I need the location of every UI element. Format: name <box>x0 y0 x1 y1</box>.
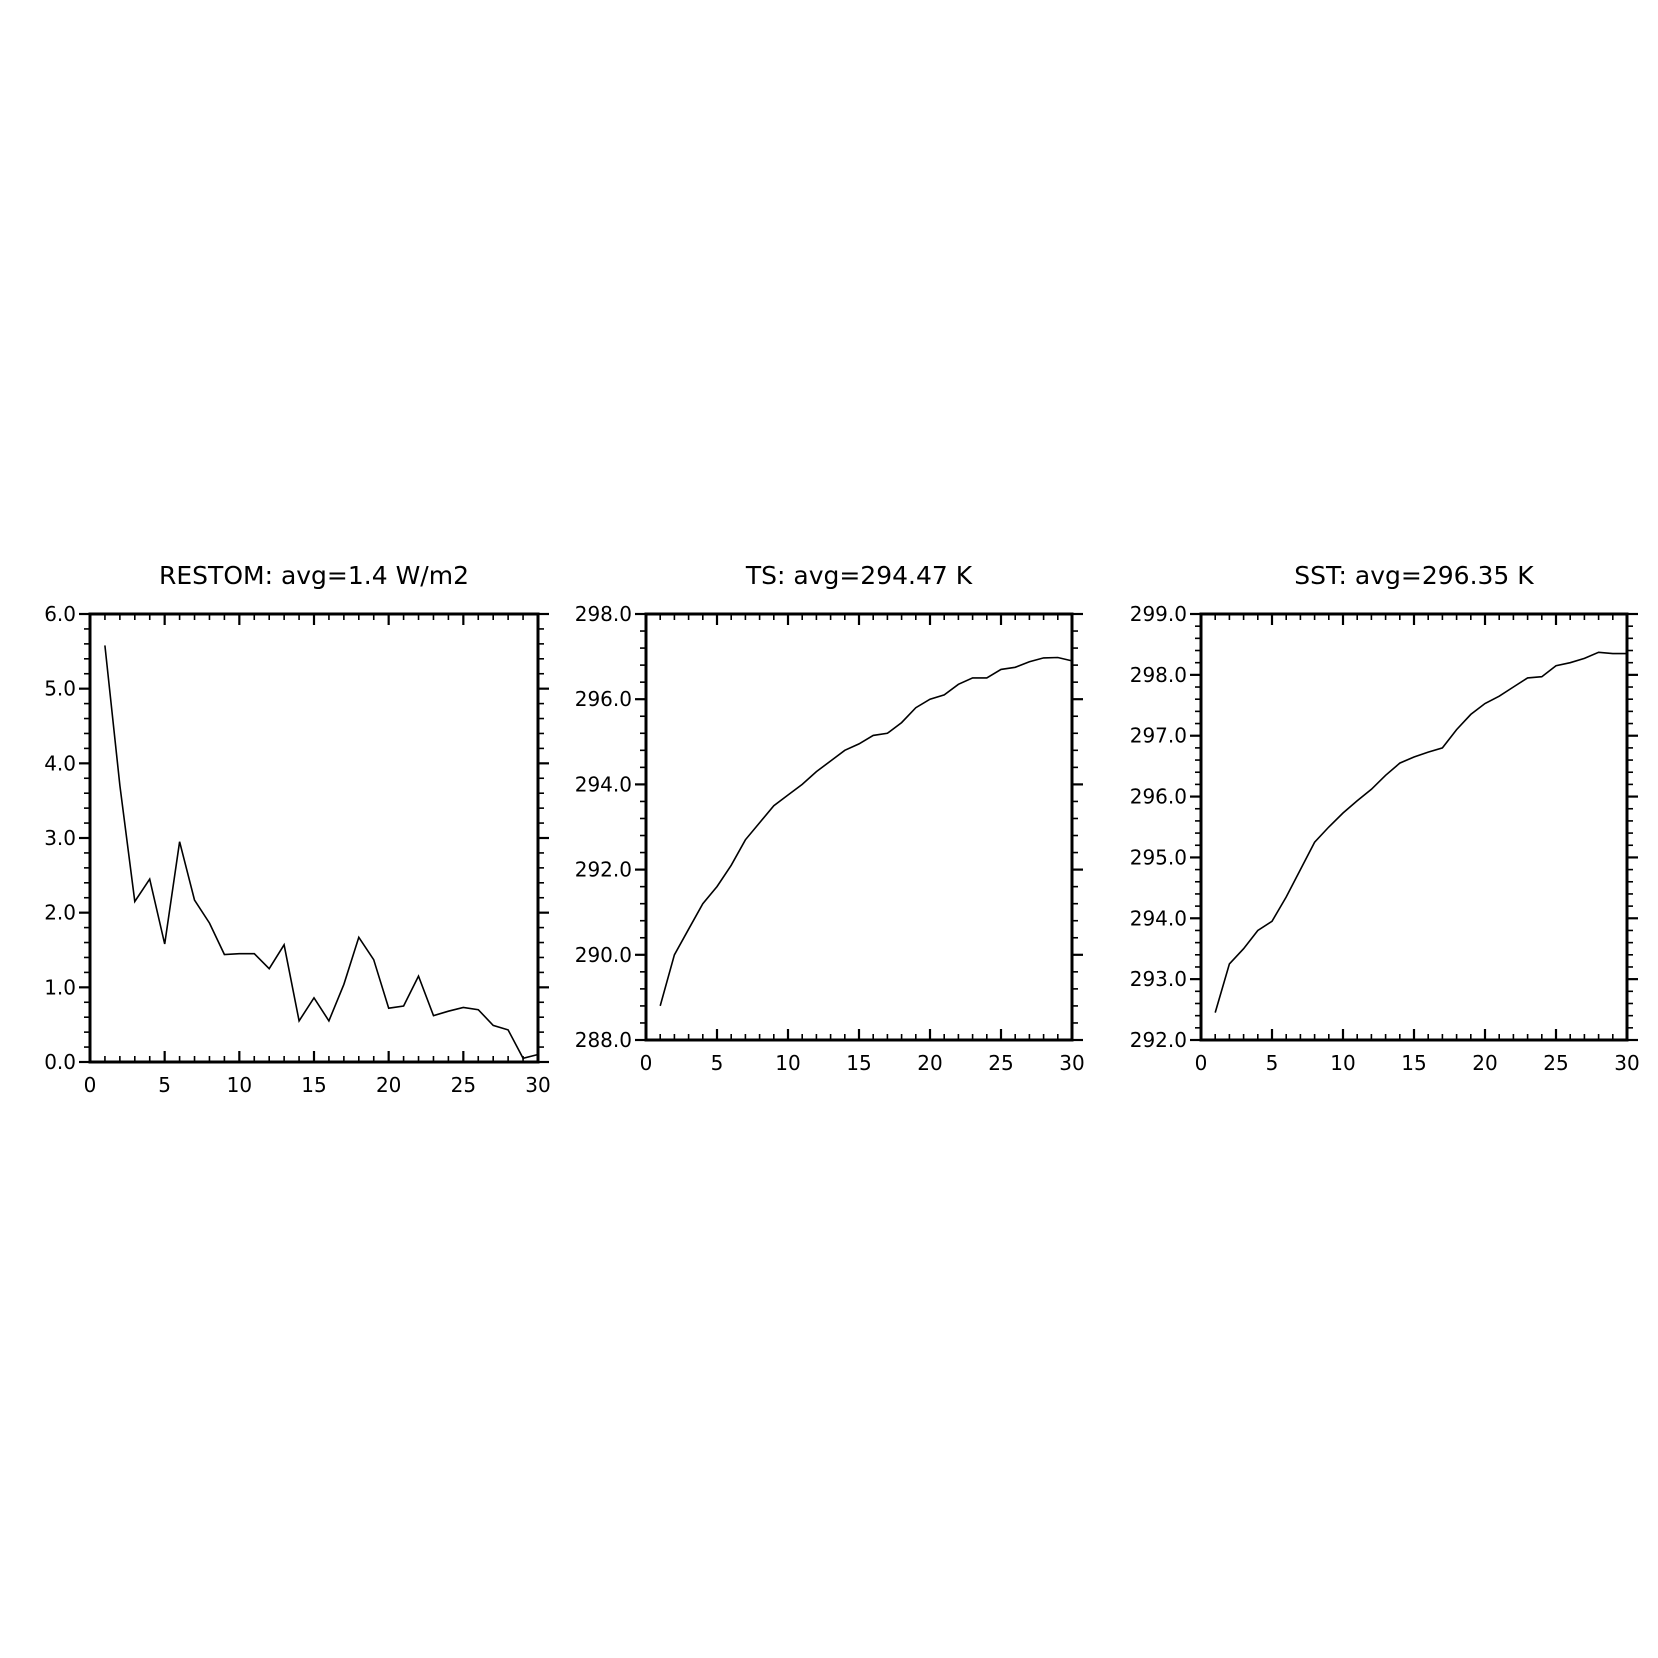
series-line <box>1214 651 1627 1013</box>
chart-title: RESTOM: avg=1.4 W/m2 <box>159 561 469 590</box>
plot-frame <box>644 612 1074 1042</box>
y-tick-label: 296.0 <box>1130 785 1187 809</box>
series-line <box>659 656 1073 1007</box>
x-tick-label: 0 <box>1195 1051 1208 1075</box>
chart-panel-1: RESTOM: avg=1.4 W/m2 0 5 10 15 20 25 30 0.0 1.0 2.… <box>44 561 551 1097</box>
y-tick-label: 299.0 <box>1130 602 1187 626</box>
x-tick-label: 10 <box>1330 1051 1355 1075</box>
y-tick-label: 295.0 <box>1130 845 1187 869</box>
x-tick-label: 15 <box>301 1073 326 1097</box>
y-tick-label: 294.0 <box>1130 906 1187 930</box>
x-tick-label: 5 <box>711 1051 724 1075</box>
y-tick-label: 3.0 <box>44 826 76 850</box>
plot-frame <box>1199 612 1629 1042</box>
chart-panel-2: TS: avg=294.47 K 0 5 10 15 20 25 30 288.0 290.0 29… <box>575 561 1085 1075</box>
y-tick-label: 288.0 <box>575 1028 632 1052</box>
y-tick-label: 292.0 <box>1130 1028 1187 1052</box>
y-tick-label: 297.0 <box>1130 724 1187 748</box>
y-tick-label: 4.0 <box>44 751 76 775</box>
series-line <box>104 645 539 1060</box>
y-tick-label: 1.0 <box>44 975 76 999</box>
x-tick-label: 10 <box>775 1051 800 1075</box>
x-tick-label: 15 <box>1401 1051 1426 1075</box>
y-tick-label: 2.0 <box>44 901 76 925</box>
x-tick-label: 15 <box>846 1051 871 1075</box>
plot-frame <box>88 612 540 1064</box>
x-tick-label: 5 <box>158 1073 171 1097</box>
x-tick-label: 30 <box>1614 1051 1639 1075</box>
x-tick-label: 30 <box>525 1073 550 1097</box>
chart-title: SST: avg=296.35 K <box>1294 561 1534 590</box>
y-tick-label: 298.0 <box>1130 663 1187 687</box>
chart-title: TS: avg=294.47 K <box>745 561 973 590</box>
y-tick-label: 293.0 <box>1130 967 1187 991</box>
x-tick-label: 20 <box>376 1073 401 1097</box>
chart-panel-3: SST: avg=296.35 K 0 5 10 15 20 25 30 292.0 293.0 2… <box>1130 561 1640 1075</box>
y-tick-label: 5.0 <box>44 677 76 701</box>
x-tick-label: 0 <box>640 1051 653 1075</box>
y-tick-label: 6.0 <box>44 602 76 626</box>
x-tick-label: 5 <box>1266 1051 1279 1075</box>
x-tick-label: 20 <box>1472 1051 1497 1075</box>
y-tick-label: 0.0 <box>44 1050 76 1074</box>
y-tick-label: 296.0 <box>575 687 632 711</box>
x-tick-label: 25 <box>988 1051 1013 1075</box>
x-tick-label: 30 <box>1059 1051 1084 1075</box>
y-tick-label: 292.0 <box>575 858 632 882</box>
y-tick-label: 290.0 <box>575 943 632 967</box>
y-tick-label: 294.0 <box>575 772 632 796</box>
x-tick-label: 25 <box>451 1073 476 1097</box>
x-tick-label: 25 <box>1543 1051 1568 1075</box>
y-tick-label: 298.0 <box>575 602 632 626</box>
x-tick-label: 20 <box>917 1051 942 1075</box>
x-tick-label: 0 <box>84 1073 97 1097</box>
x-tick-label: 10 <box>227 1073 252 1097</box>
